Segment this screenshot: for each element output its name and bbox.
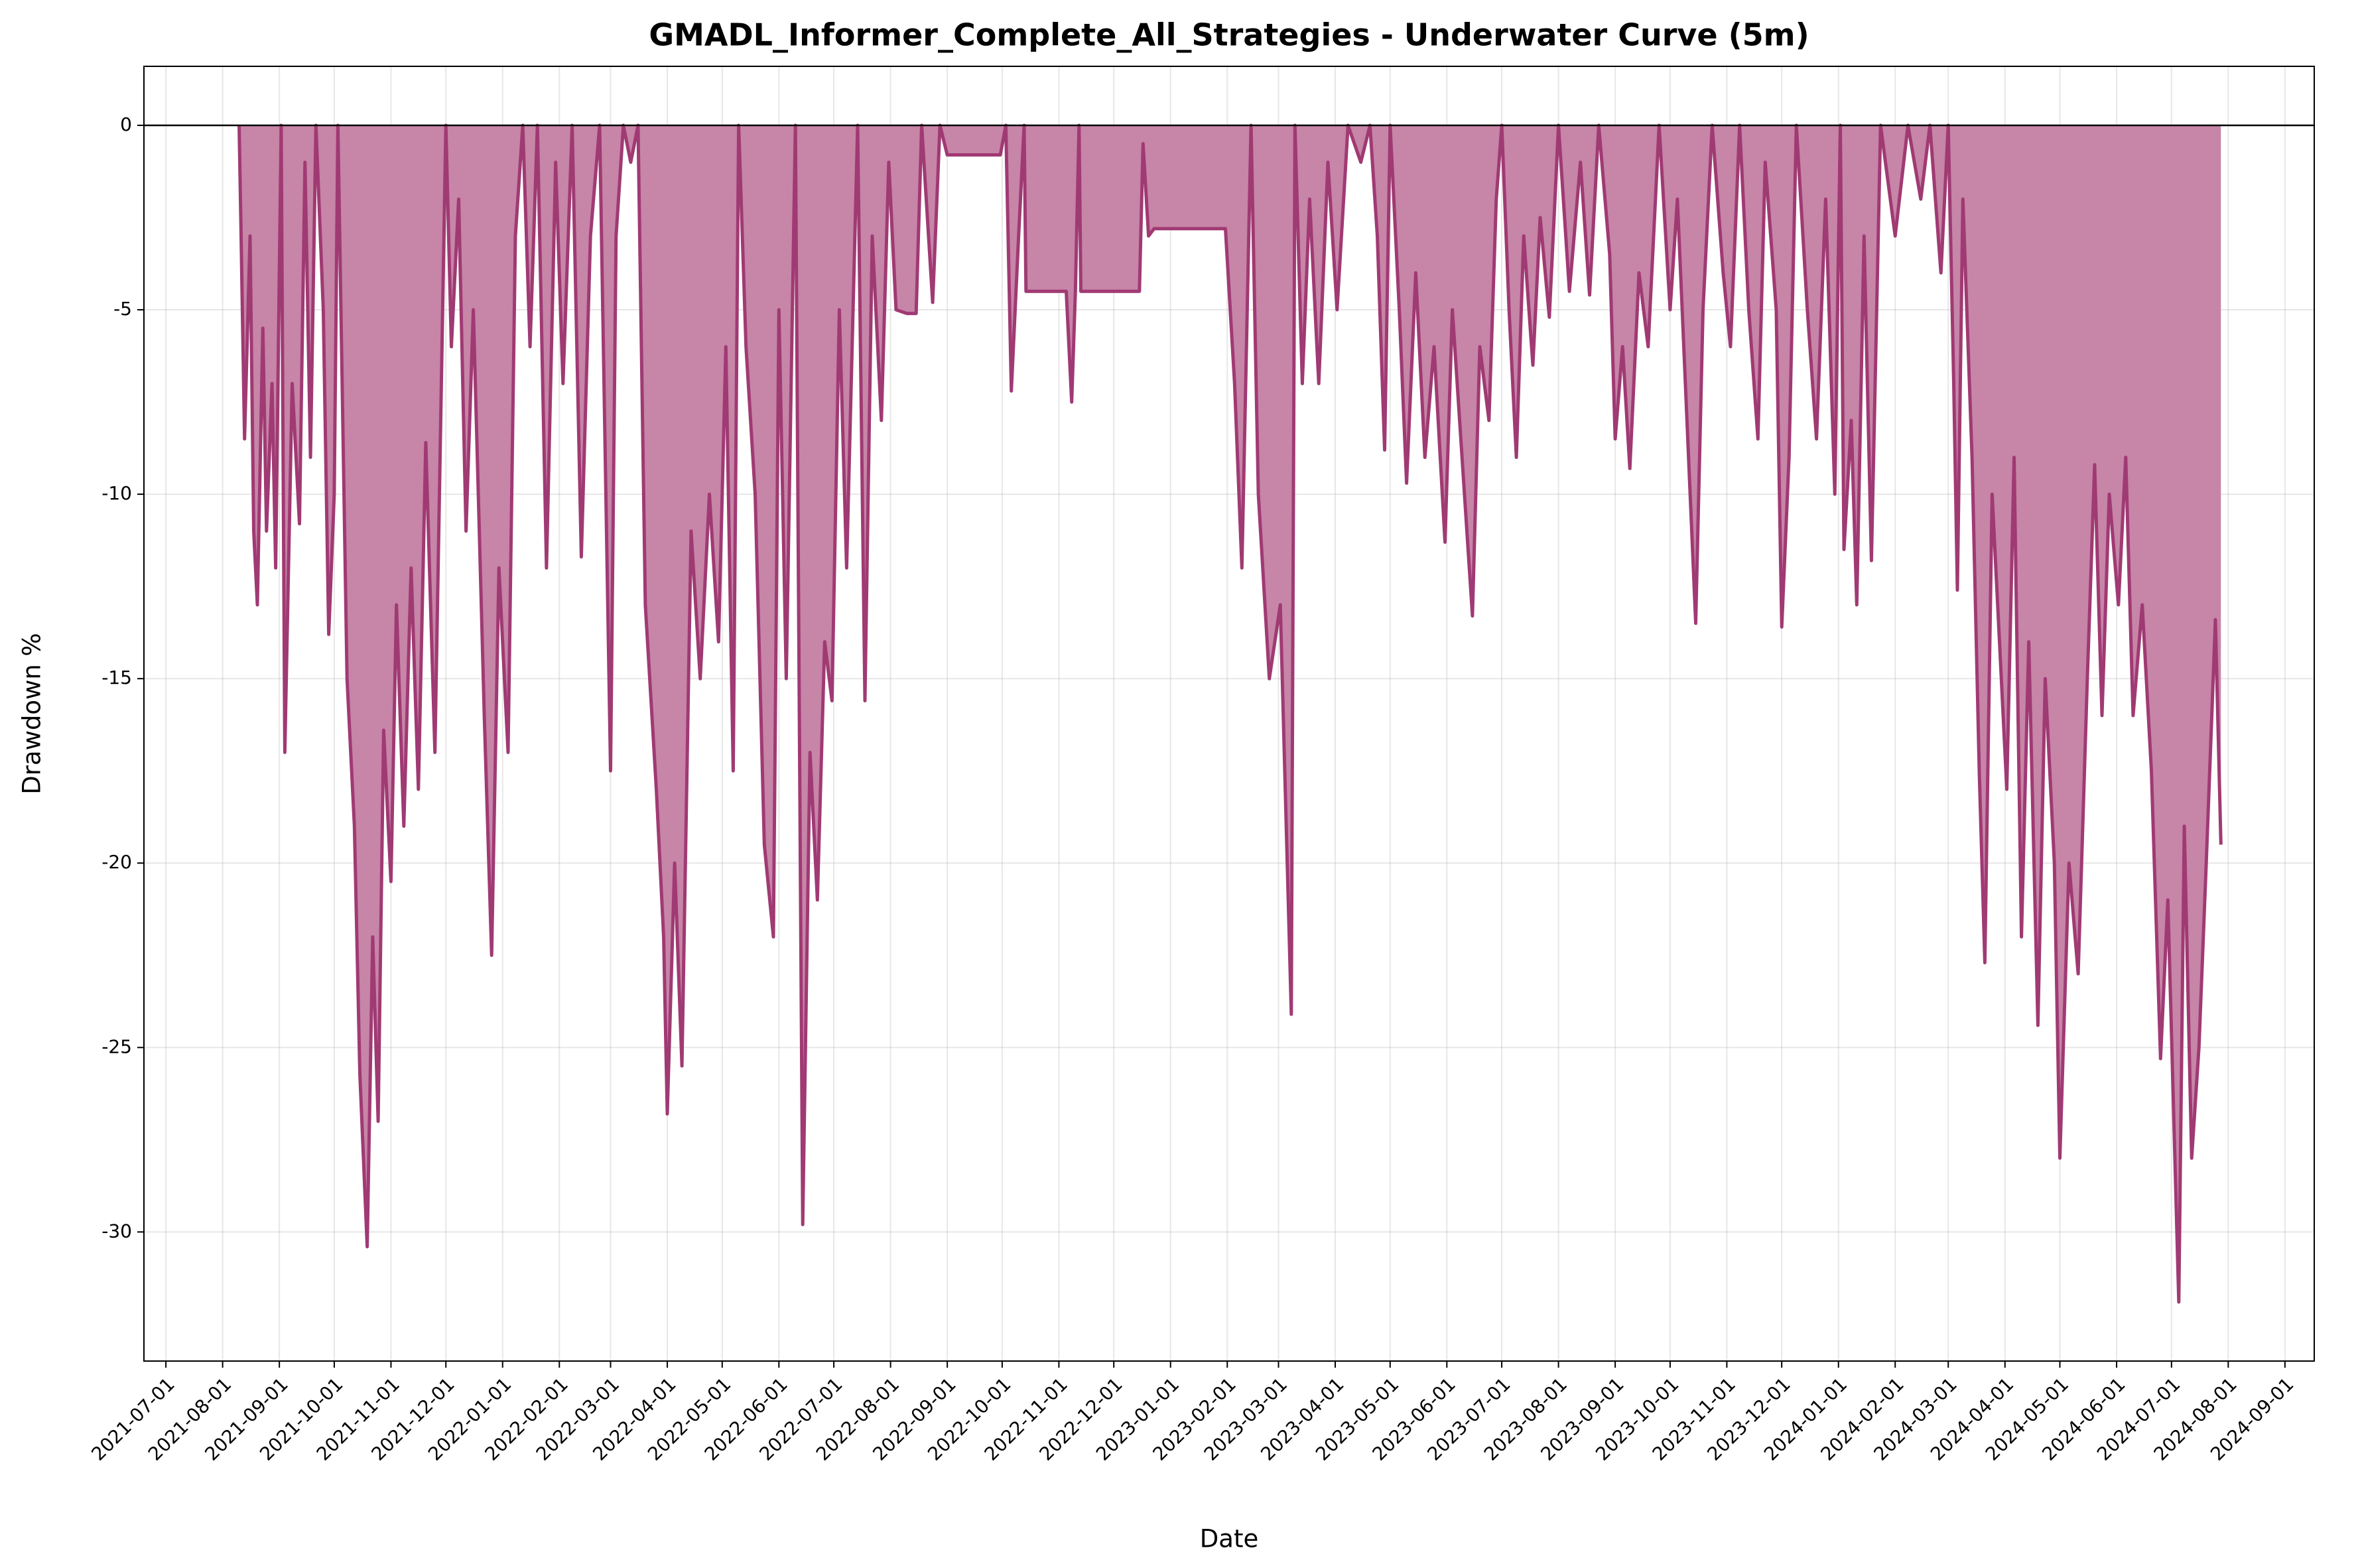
y-tick-label: 0	[120, 113, 132, 135]
drawdown-line	[237, 123, 2223, 1304]
y-tick-label: -25	[101, 1035, 132, 1057]
y-axis-label: Drawdown %	[18, 633, 46, 794]
y-tick-label: -15	[101, 667, 132, 688]
y-tick-label: -30	[101, 1220, 132, 1242]
x-axis-label: Date	[1200, 1525, 1258, 1553]
chart-title: GMADL_Informer_Complete_All_Strategies -…	[649, 17, 1809, 53]
plot-frame	[143, 66, 2315, 1362]
y-tick-label: -5	[113, 298, 132, 320]
y-tick-label: -20	[101, 851, 132, 873]
y-tick-label: -10	[101, 482, 132, 504]
